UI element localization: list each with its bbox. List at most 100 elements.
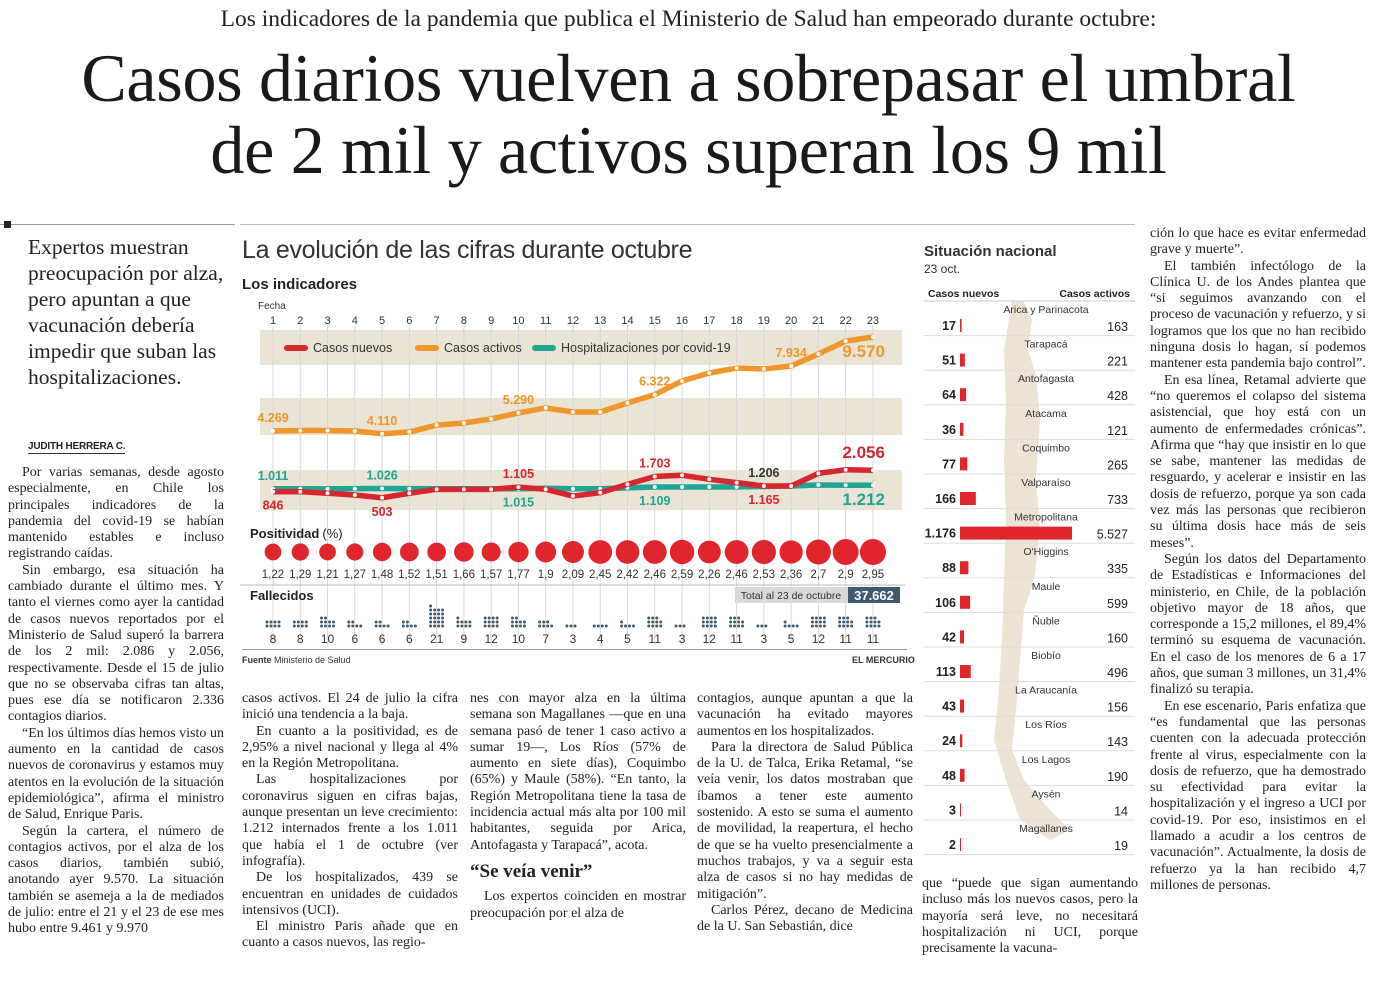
death-dot <box>510 620 514 624</box>
death-dot <box>810 616 814 620</box>
chile-map <box>994 300 1070 840</box>
source-label: Fuente <box>242 655 272 665</box>
article-column-4: contagios, aunque apuntan a que la vacun… <box>697 691 913 935</box>
death-dot <box>441 608 445 612</box>
death-dot <box>713 616 717 620</box>
death-dot <box>737 620 741 624</box>
death-dot <box>838 620 842 624</box>
death-dot <box>437 624 441 628</box>
x-tick-label: 18 <box>730 315 742 327</box>
death-dot <box>705 616 709 620</box>
death-dot <box>441 612 445 616</box>
death-dot <box>437 620 441 624</box>
article-column-6: ción lo que hace es evitar enfermedad gr… <box>1150 226 1366 894</box>
death-dot <box>460 624 464 628</box>
death-dot <box>850 624 854 628</box>
death-dot <box>873 620 877 624</box>
death-dot <box>869 620 873 624</box>
data-point <box>625 400 630 405</box>
region-new-cases-bar <box>960 457 968 471</box>
death-dot <box>433 608 437 612</box>
deaths-label: 5 <box>624 632 631 646</box>
article-column-1: Por varias semanas, desde agosto especia… <box>8 465 224 938</box>
death-dot <box>487 616 491 620</box>
death-dot <box>324 616 328 620</box>
positivity-label: 2,59 <box>671 569 693 581</box>
death-dot <box>324 620 328 624</box>
data-label: 1.011 <box>258 469 289 483</box>
death-dot <box>709 624 713 628</box>
indicators-chart: 1 2 3 4 5 6 7 8 9 10 11 12 13 14 15 16 17 18 19 20 21 22 23Fec… <box>240 301 905 646</box>
data-label: 7.934 <box>775 346 806 360</box>
region-row: Antofagasta 64 428 <box>924 373 1135 406</box>
data-label: 1.109 <box>639 494 670 508</box>
positivity-bubble <box>372 542 392 562</box>
positivity-bubble <box>615 540 640 564</box>
region-name: O'Higgins <box>1023 546 1068 558</box>
data-point <box>271 429 275 433</box>
death-dot <box>542 620 546 624</box>
positivity-label: 2,36 <box>780 569 802 581</box>
positivity-bubble <box>724 540 749 564</box>
death-dot <box>678 624 682 628</box>
data-label: 4.269 <box>257 411 288 425</box>
region-new-cases-bar <box>960 768 965 782</box>
positivity-bubble <box>751 539 776 565</box>
death-dot <box>382 624 386 628</box>
data-label: 5.290 <box>503 393 534 407</box>
region-name: Aysén <box>1032 788 1061 800</box>
region-row: Arica y Parinacota 17 163 <box>924 304 1135 337</box>
death-dot <box>865 620 869 624</box>
data-point <box>298 428 303 433</box>
death-dot <box>873 616 877 620</box>
death-dot <box>277 624 281 628</box>
positivity-label: 1,21 <box>316 569 338 581</box>
death-dot <box>842 624 846 628</box>
data-point <box>734 484 739 489</box>
region-new-cases: 2 <box>949 838 956 852</box>
death-dot <box>522 620 526 624</box>
x-tick-label: 7 <box>434 315 440 327</box>
data-point <box>380 486 385 491</box>
paragraph: Sin embargo, esa situación ha cambiado d… <box>8 562 224 725</box>
positivity-label: 2,46 <box>644 569 666 581</box>
positivity-bubble <box>454 542 474 562</box>
region-active-cases: 5.527 <box>1097 528 1128 542</box>
death-dot <box>814 620 818 624</box>
x-tick-label: 13 <box>594 315 606 327</box>
section-marker <box>4 221 11 228</box>
data-label: 1.026 <box>366 469 397 483</box>
headline-line-1: Casos diarios vuelven a sobrepasar el um… <box>81 40 1296 116</box>
total-value-box <box>848 587 900 603</box>
death-dot <box>491 624 495 628</box>
data-label: 6.322 <box>639 375 670 389</box>
legend-label: Casos nuevos <box>313 341 392 355</box>
positivity-bubble <box>291 543 309 561</box>
x-tick-label: 5 <box>379 315 385 327</box>
article-column-3: nes con mayor alza en la última semana s… <box>470 691 686 922</box>
data-point <box>298 489 303 494</box>
data-point <box>570 410 575 415</box>
paragraph: Por varias semanas, desde agosto especia… <box>8 465 224 562</box>
death-dot <box>701 620 705 624</box>
positivity-bubble <box>779 540 803 564</box>
death-dot <box>705 620 709 624</box>
total-label: Total al 23 de octubre <box>741 590 842 602</box>
region-row: Biobío 113 496 <box>924 650 1135 683</box>
source-text: Ministerio de Salud <box>274 655 351 665</box>
region-new-cases-bar <box>960 838 961 851</box>
death-dot <box>741 620 745 624</box>
data-label: 1.105 <box>503 467 534 481</box>
deaths-label: 12 <box>484 632 498 646</box>
data-point <box>816 483 821 488</box>
divider <box>242 649 907 650</box>
death-dot <box>865 616 869 620</box>
data-point <box>407 430 412 435</box>
region-active-cases: 335 <box>1107 562 1128 576</box>
deaths-label: 11 <box>867 632 880 646</box>
death-dot <box>495 620 499 624</box>
death-dot <box>729 624 733 628</box>
region-name: Valparaíso <box>1021 477 1071 489</box>
death-dot <box>378 620 382 624</box>
region-new-cases: 42 <box>942 630 956 644</box>
